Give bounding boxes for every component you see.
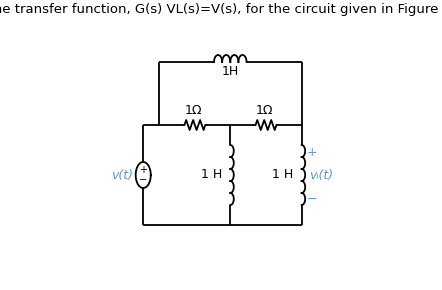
Text: 1H: 1H	[221, 65, 239, 78]
Text: +: +	[306, 146, 317, 160]
Text: −: −	[139, 175, 147, 185]
Text: Find the transfer function, G(s) VL(s)=V(s), for the circuit given in Figure bel: Find the transfer function, G(s) VL(s)=V…	[0, 3, 442, 16]
Text: −: −	[306, 193, 317, 206]
Text: 1 H: 1 H	[201, 168, 222, 182]
Text: 1Ω: 1Ω	[184, 104, 202, 117]
Text: 1Ω: 1Ω	[255, 104, 273, 117]
Text: 1 H: 1 H	[272, 168, 293, 182]
Text: +: +	[139, 165, 147, 175]
Text: v(t): v(t)	[111, 168, 133, 182]
Text: vₗ(t): vₗ(t)	[309, 168, 333, 182]
